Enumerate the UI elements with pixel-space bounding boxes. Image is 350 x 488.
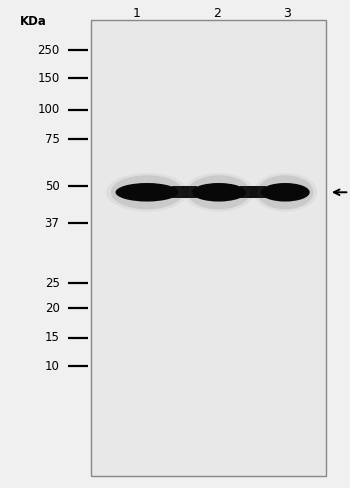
Text: 10: 10 [45,360,60,372]
Ellipse shape [183,173,254,212]
Ellipse shape [257,175,314,209]
Text: 50: 50 [45,180,60,193]
Text: 1: 1 [133,7,140,20]
Text: 75: 75 [45,133,60,145]
Bar [240,186,266,198]
Ellipse shape [261,183,310,202]
Text: 150: 150 [37,72,60,84]
Text: 2: 2 [213,7,221,20]
Text: 250: 250 [37,44,60,57]
Text: 37: 37 [45,217,60,229]
Text: 3: 3 [283,7,291,20]
Bar [172,186,197,198]
Text: KDa: KDa [20,16,47,28]
Bar [91,20,326,476]
Ellipse shape [188,175,250,209]
Text: 100: 100 [37,103,60,116]
Text: 20: 20 [45,302,60,315]
Ellipse shape [192,183,246,202]
Ellipse shape [111,175,183,209]
Ellipse shape [253,173,317,212]
Ellipse shape [116,183,178,202]
Text: 15: 15 [45,331,60,344]
Text: 25: 25 [45,277,60,289]
Ellipse shape [106,173,188,212]
